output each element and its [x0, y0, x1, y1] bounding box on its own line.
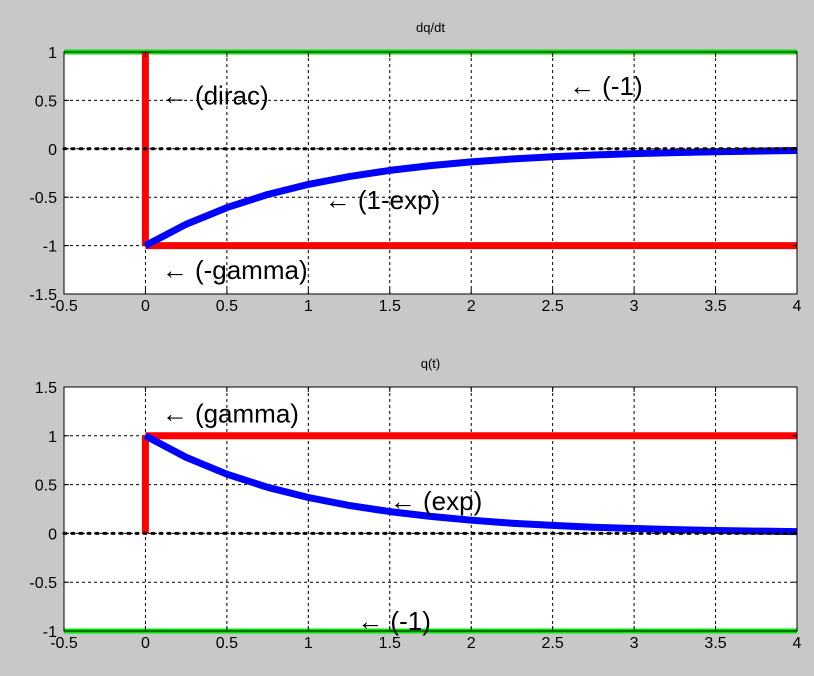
annotation-label: ← (dirac) [162, 81, 269, 111]
x-tick-label: 4 [793, 298, 802, 315]
y-tick-label: -1.5 [29, 287, 57, 304]
qt-chart: -0.5 0 0.5 1 1.5 2 2.5 3 3.5 4-1-0.500.511.5q(t)←… [29, 356, 801, 652]
annotation-label: ← (-1) [357, 606, 431, 636]
x-tick-label: 0.5 [216, 635, 238, 652]
x-tick-label: 1.5 [379, 635, 401, 652]
y-tick-label: 0.5 [35, 93, 57, 110]
series-one-minus-exp [143, 147, 798, 249]
chart-title: dq/dt [416, 20, 445, 35]
x-tick-label: 1 [304, 298, 313, 315]
y-tick-label: -0.5 [29, 190, 57, 207]
annotation-label: ← (1-exp) [325, 185, 441, 215]
x-tick-label: 2 [467, 635, 476, 652]
x-tick-label: 1.5 [379, 298, 401, 315]
y-tick-label: 1 [48, 45, 57, 62]
x-tick-label: 2.5 [542, 298, 564, 315]
x-tick-label: 3.5 [704, 635, 726, 652]
y-tick-label: 0 [48, 142, 57, 159]
y-tick-label: 1.5 [35, 380, 57, 397]
dqdt-chart: -0.5 0 0.5 1 1.5 2 2.5 3 3.5 4 -1.5 -1 -0.5 0 0.5 1 dq/d… [29, 20, 801, 315]
axes-frame [63, 386, 798, 632]
y-tick-label: -1 [43, 239, 57, 256]
y-tick-label: -0.5 [29, 575, 57, 592]
annotation-label: ← (-gamma) [162, 255, 308, 285]
x-tick-label: 3.5 [704, 298, 726, 315]
plot-area [64, 52, 797, 294]
x-tick-label: 0 [141, 298, 150, 315]
x-tick-label: 2.5 [542, 635, 564, 652]
x-tick-label: -0.5 [50, 298, 78, 315]
y-tick-label: 1 [48, 429, 57, 446]
x-tick-label: 4 [793, 635, 802, 652]
series-exp [143, 432, 798, 536]
x-tick-label: 1 [304, 635, 313, 652]
y-tick-label: 0 [48, 526, 57, 543]
y-tick-label: -1 [43, 624, 57, 641]
x-tick-label: 2 [467, 298, 476, 315]
x-tick-label: 0 [141, 635, 150, 652]
annotation-label: ← (exp) [390, 486, 482, 516]
axes-frame [63, 51, 798, 295]
annotation-label: ← (gamma) [162, 398, 299, 428]
annotation-label: ← (-1) [569, 71, 643, 101]
x-tick-label: -0.5 [50, 635, 78, 652]
x-tick-label: 3 [630, 635, 639, 652]
x-tick-label: 3 [630, 298, 639, 315]
chart-title: q(t) [421, 356, 441, 371]
x-tick-label: 0.5 [216, 298, 238, 315]
y-tick-label: 0.5 [35, 478, 57, 495]
plot-area [64, 387, 797, 631]
